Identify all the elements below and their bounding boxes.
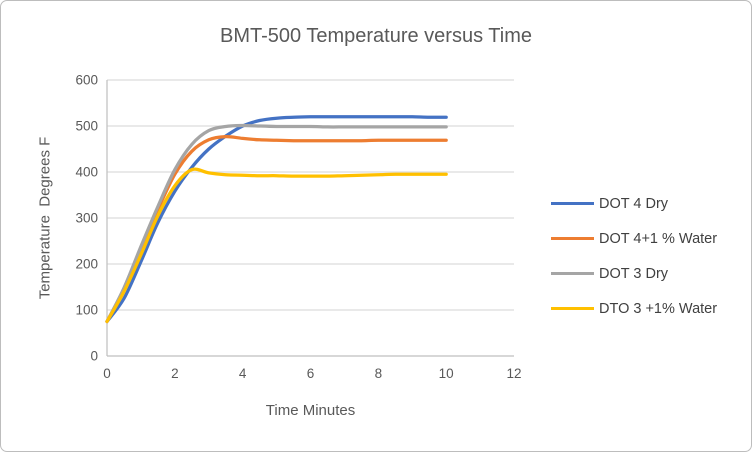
legend: DOT 4 Dry DOT 4+1 % Water DOT 3 Dry DTO 3 +… bbox=[551, 186, 717, 326]
legend-item: DOT 4 Dry bbox=[551, 186, 717, 221]
legend-item: DOT 4+1 % Water bbox=[551, 221, 717, 256]
x-tick-label: 8 bbox=[375, 366, 383, 381]
x-tick-label: 4 bbox=[239, 366, 247, 381]
legend-label: DOT 3 Dry bbox=[599, 265, 669, 282]
legend-swatch bbox=[551, 237, 594, 240]
y-tick-label: 300 bbox=[75, 211, 98, 226]
x-tick-label: 2 bbox=[171, 366, 179, 381]
y-tick-label: 0 bbox=[90, 349, 98, 364]
chart-title: BMT-500 Temperature versus Time bbox=[220, 25, 532, 47]
series-line-dto-3-1-water bbox=[105, 167, 448, 324]
x-tick-label: 0 bbox=[103, 366, 111, 381]
x-tick-label: 12 bbox=[506, 366, 521, 381]
legend-label: DOT 4 Dry bbox=[599, 195, 669, 212]
y-tick-label: 400 bbox=[75, 165, 98, 180]
legend-swatch bbox=[551, 202, 594, 205]
series-line-dot-4-1-water bbox=[105, 134, 448, 324]
legend-label: DTO 3 +1% Water bbox=[599, 300, 718, 317]
y-axis-title: Temperature Degrees F bbox=[36, 136, 54, 300]
y-tick-label: 600 bbox=[75, 73, 98, 88]
legend-label: DOT 4+1 % Water bbox=[599, 230, 718, 247]
series-line-dot-4-dry bbox=[105, 115, 448, 324]
x-tick-label: 6 bbox=[307, 366, 315, 381]
y-tick-label: 100 bbox=[75, 303, 98, 318]
legend-swatch bbox=[551, 272, 594, 275]
series-line-dot-3-dry bbox=[105, 123, 448, 324]
legend-swatch bbox=[551, 307, 594, 310]
legend-item: DOT 3 Dry bbox=[551, 256, 717, 291]
y-tick-label: 200 bbox=[75, 257, 98, 272]
y-tick-label: 500 bbox=[75, 119, 98, 134]
legend-item: DTO 3 +1% Water bbox=[551, 291, 717, 326]
x-tick-label: 10 bbox=[439, 366, 454, 381]
x-axis-title: Time Minutes bbox=[265, 402, 356, 419]
